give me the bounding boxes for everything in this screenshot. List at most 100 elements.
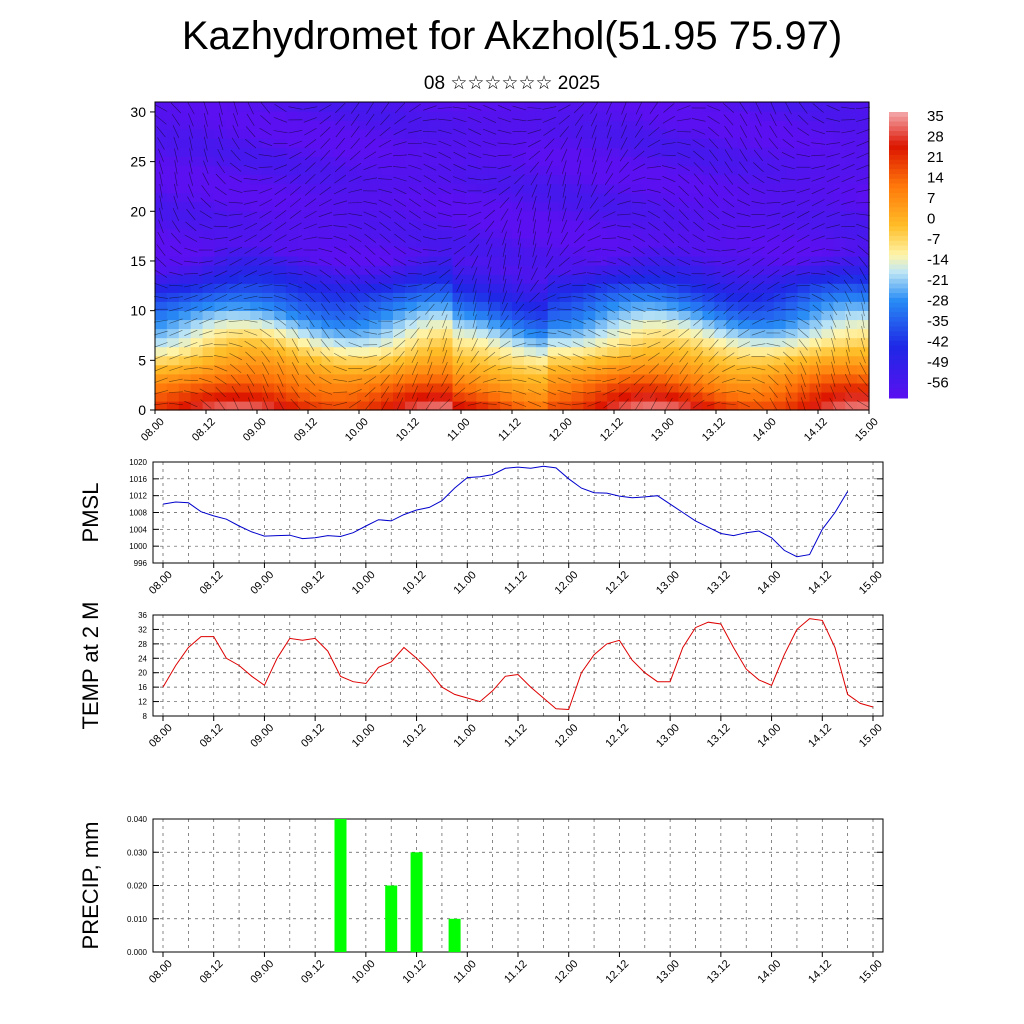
wind-vector — [512, 142, 527, 146]
heatmap-cell — [333, 319, 346, 330]
wind-vector — [577, 172, 582, 186]
heatmap-cell — [500, 192, 513, 203]
wind-vector — [859, 267, 867, 281]
wind-vector — [739, 113, 748, 127]
heatmap-cell — [262, 283, 275, 293]
heatmap-cell — [547, 310, 561, 321]
heatmap-cell — [642, 346, 656, 357]
wind-vector — [482, 153, 497, 157]
wind-vector — [228, 201, 243, 204]
heatmap-cell — [678, 301, 692, 311]
wind-vector — [273, 246, 288, 254]
wind-vector — [408, 210, 421, 219]
heatmap-cell — [416, 310, 430, 321]
heatmap-cell — [547, 364, 561, 375]
heatmap-cell — [309, 120, 323, 130]
wind-vector — [693, 209, 704, 220]
heatmap-cell — [297, 120, 311, 130]
wind-vector — [379, 245, 391, 255]
wind-vector — [320, 138, 331, 149]
wind-vector — [379, 363, 391, 374]
heatmap-cell — [297, 174, 311, 185]
wind-vector — [796, 188, 810, 194]
heatmap-cell — [773, 328, 787, 339]
heatmap-cell — [726, 328, 739, 339]
wind-vector — [603, 198, 615, 208]
wind-vector — [605, 160, 613, 174]
heatmap-cell — [619, 265, 632, 275]
heatmap-cell — [738, 102, 751, 112]
wind-vector — [558, 257, 570, 267]
wind-vector — [170, 102, 182, 114]
wind-vector — [606, 124, 612, 139]
heatmap-cell — [440, 111, 454, 121]
wind-vector — [606, 148, 612, 163]
wind-vector — [738, 304, 749, 315]
colorbar-label: -35 — [927, 313, 949, 330]
heatmap-cell — [702, 310, 715, 321]
wind-vector — [542, 307, 557, 312]
wind-vector — [856, 223, 870, 229]
heatmap-cell — [155, 301, 168, 311]
heatmap-cell — [274, 364, 287, 375]
heatmap-cell — [690, 310, 703, 321]
wind-vector — [497, 142, 512, 145]
pmsl-x-tick-label: 09.12 — [299, 569, 327, 597]
heatmap-cell — [738, 201, 751, 212]
heatmap-cell — [214, 400, 227, 411]
heatmap-cell — [750, 265, 763, 275]
heatmap-cell — [750, 138, 763, 148]
colorbar-swatch — [889, 245, 908, 251]
heatmap-cell — [726, 391, 739, 402]
wind-vector — [169, 330, 183, 336]
heatmap-cell — [178, 129, 192, 139]
heatmap-cell — [297, 147, 311, 157]
heatmap-cell — [464, 183, 477, 194]
heatmap-cell — [559, 219, 573, 230]
heatmap-cell — [761, 355, 775, 366]
heatmap-cell — [202, 237, 216, 248]
wind-vector — [663, 340, 675, 350]
heatmap-cell — [750, 319, 763, 330]
wind-vector — [572, 259, 586, 265]
wind-vector — [856, 234, 870, 242]
wind-vector — [575, 125, 583, 139]
wind-vector — [722, 211, 735, 219]
heatmap-cell — [845, 337, 858, 348]
precip-x-tick-label: 10.12 — [400, 958, 428, 986]
wind-vector — [517, 231, 522, 246]
wind-vector — [737, 199, 750, 206]
temp-y-tick-label: 20 — [138, 669, 147, 678]
heatmap-cell — [642, 265, 656, 275]
wind-vector — [528, 150, 540, 161]
heatmap-cell — [369, 337, 382, 348]
wind-vector — [410, 327, 420, 339]
wind-vector — [364, 376, 377, 385]
wind-vector — [784, 101, 792, 115]
wind-vector — [500, 315, 509, 328]
heatmap-cell — [500, 165, 513, 176]
heatmap-cell — [666, 337, 680, 348]
heatmap-cell — [440, 174, 454, 185]
heatmap-cell — [583, 174, 596, 185]
heatmap-cell — [750, 373, 763, 384]
heatmap-cell — [393, 147, 406, 157]
heatmap-cell — [250, 246, 263, 257]
heatmap-cell — [523, 165, 537, 176]
wind-vector — [602, 378, 616, 383]
heatmap-cell — [488, 219, 501, 230]
heatmap-cell — [488, 192, 501, 203]
heatmap-cell — [512, 183, 525, 194]
wind-vector — [602, 259, 616, 265]
heatmap-cell — [654, 201, 668, 212]
heatmap-cell — [476, 210, 489, 221]
heatmap-cell — [274, 274, 287, 284]
temp-x-tick-label: 09.00 — [248, 722, 276, 750]
wind-vector — [811, 272, 826, 275]
heatmap-cell — [607, 129, 620, 139]
wind-vector — [410, 338, 419, 351]
heatmap-cell — [155, 364, 168, 375]
heatmap-cell — [559, 183, 573, 194]
heatmap-cell — [631, 237, 644, 248]
temp-x-tick-label: 14.00 — [755, 722, 783, 750]
